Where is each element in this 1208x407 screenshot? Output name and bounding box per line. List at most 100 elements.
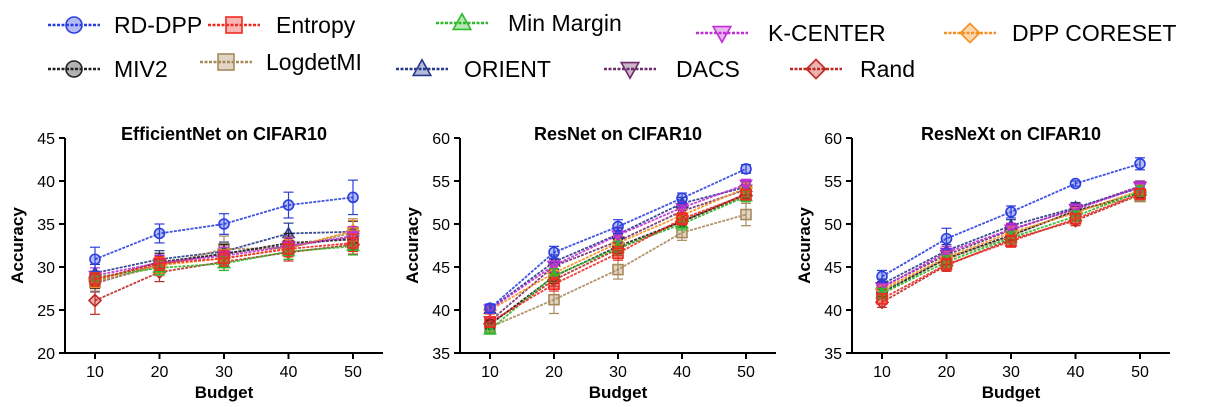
- legend-marker-logdetmi: [217, 53, 235, 71]
- x-tick-label: 10: [86, 364, 104, 381]
- legend-item-rd-dpp: RD-DPP: [46, 10, 202, 40]
- data-point: [1134, 158, 1146, 170]
- data-point: [548, 293, 560, 306]
- data-point: [87, 293, 103, 308]
- data-point: [484, 302, 496, 315]
- data-point: [548, 278, 560, 291]
- data-point: [740, 208, 752, 221]
- data-point: [1005, 235, 1017, 247]
- y-tick-label: 35: [824, 346, 842, 363]
- chart-title: ResNet on CIFAR10: [534, 124, 702, 144]
- y-tick-label: 35: [432, 346, 450, 363]
- series-entropy: [89, 233, 359, 287]
- data-point: [484, 316, 496, 328]
- y-axis-label: Accuracy: [8, 207, 27, 284]
- data-point: [218, 252, 230, 265]
- data-point: [218, 218, 230, 230]
- data-point: [940, 258, 953, 271]
- x-axis-label: Budget: [982, 383, 1041, 402]
- y-tick-label: 45: [432, 260, 450, 277]
- legend-swatch: [436, 12, 488, 31]
- series-line: [94, 245, 354, 279]
- legend-marker-orient: [411, 58, 433, 77]
- legend-label: RD-DPP: [114, 11, 203, 38]
- chart-panel-resnet-on-cifar10: ResNet on CIFAR10 35 40 45 50 55 60 10 20 30 40 50 B…: [403, 124, 776, 402]
- data-point: [347, 191, 359, 204]
- legend-swatch: [696, 25, 748, 44]
- chart-panel-resnext-on-cifar10: ResNeXt on CIFAR10 35 40 45 50 55 60 10 20 30 40 50…: [795, 124, 1170, 402]
- legend: RD-DPP Entropy Min Margin K-CENTER DPP C…: [0, 0, 1208, 110]
- legend-marker-entropy: [225, 16, 243, 34]
- y-tick-label: 40: [824, 303, 842, 320]
- legend-swatch: [396, 58, 448, 77]
- series-rd-dpp: [876, 157, 1146, 284]
- x-tick-label: 30: [1002, 364, 1020, 381]
- data-point: [1005, 206, 1017, 218]
- x-tick-label: 20: [151, 364, 169, 381]
- x-axis-label: Budget: [195, 383, 254, 402]
- chart-title: EfficientNet on CIFAR10: [121, 124, 327, 144]
- y-tick-label: 60: [824, 131, 842, 148]
- data-point: [612, 263, 624, 276]
- series-entropy: [876, 188, 1146, 305]
- legend-label: MIV2: [114, 55, 168, 82]
- legend-swatch: [48, 60, 100, 78]
- x-tick-label: 40: [673, 364, 691, 381]
- x-tick-label: 50: [344, 364, 362, 381]
- y-tick-label: 25: [37, 303, 55, 320]
- y-tick-label: 40: [37, 174, 55, 191]
- data-point: [282, 243, 295, 255]
- legend-marker-rand: [805, 58, 827, 80]
- y-tick-label: 30: [37, 260, 55, 277]
- legend-label: Min Margin: [508, 9, 622, 36]
- legend-marker-rd-dpp: [65, 16, 83, 34]
- y-tick-label: 55: [824, 174, 842, 191]
- legend-item-entropy: Entropy: [206, 10, 355, 40]
- y-tick-label: 60: [432, 131, 450, 148]
- y-tick-label: 35: [37, 217, 55, 234]
- data-point: [940, 232, 953, 245]
- legend-label: Rand: [860, 55, 915, 82]
- data-point: [153, 227, 166, 240]
- x-tick-label: 20: [545, 364, 563, 381]
- legend-swatch: [944, 22, 996, 44]
- data-point: [739, 179, 753, 192]
- legend-label: ORIENT: [464, 55, 551, 82]
- data-point: [1134, 188, 1146, 200]
- legend-marker-k-center: [711, 25, 733, 44]
- chart-panel-efficientnet-on-cifar10: EfficientNet on CIFAR10 20 25 30 35 40 45 10 20 3…: [8, 124, 383, 402]
- legend-swatch: [48, 16, 100, 34]
- x-axis-label: Budget: [589, 383, 648, 402]
- legend-item-dacs: DACS: [602, 54, 740, 84]
- y-tick-label: 45: [824, 260, 842, 277]
- series-rd-dpp: [89, 179, 359, 272]
- y-axis-label: Accuracy: [795, 207, 814, 284]
- x-tick-label: 50: [737, 364, 755, 381]
- series-line: [881, 186, 1141, 289]
- data-point: [612, 247, 624, 260]
- data-point: [1004, 224, 1018, 237]
- data-point: [282, 199, 295, 211]
- legend-item-logdetmi: LogdetMI: [198, 47, 362, 77]
- x-tick-label: 30: [609, 364, 627, 381]
- legend-item-dpp-coreset: DPP CORESET: [942, 18, 1176, 48]
- legend-label: LogdetMI: [266, 48, 362, 75]
- data-point: [740, 188, 752, 201]
- legend-label: DPP CORESET: [1012, 19, 1177, 46]
- y-tick-label: 45: [37, 131, 55, 148]
- legend-item-k-center: K-CENTER: [694, 18, 886, 48]
- y-tick-label: 50: [824, 217, 842, 234]
- data-point: [483, 322, 497, 335]
- chart-title: ResNeXt on CIFAR10: [921, 124, 1101, 144]
- y-tick-label: 40: [432, 303, 450, 320]
- legend-item-rand: Rand: [788, 54, 915, 84]
- data-point: [548, 246, 560, 259]
- legend-item-min-margin: Min Margin: [434, 8, 622, 38]
- legend-swatch: [604, 61, 656, 80]
- data-point: [740, 163, 752, 175]
- data-point: [876, 270, 888, 283]
- series-rd-dpp: [484, 163, 752, 315]
- legend-swatch: [790, 58, 842, 80]
- data-point: [89, 253, 101, 266]
